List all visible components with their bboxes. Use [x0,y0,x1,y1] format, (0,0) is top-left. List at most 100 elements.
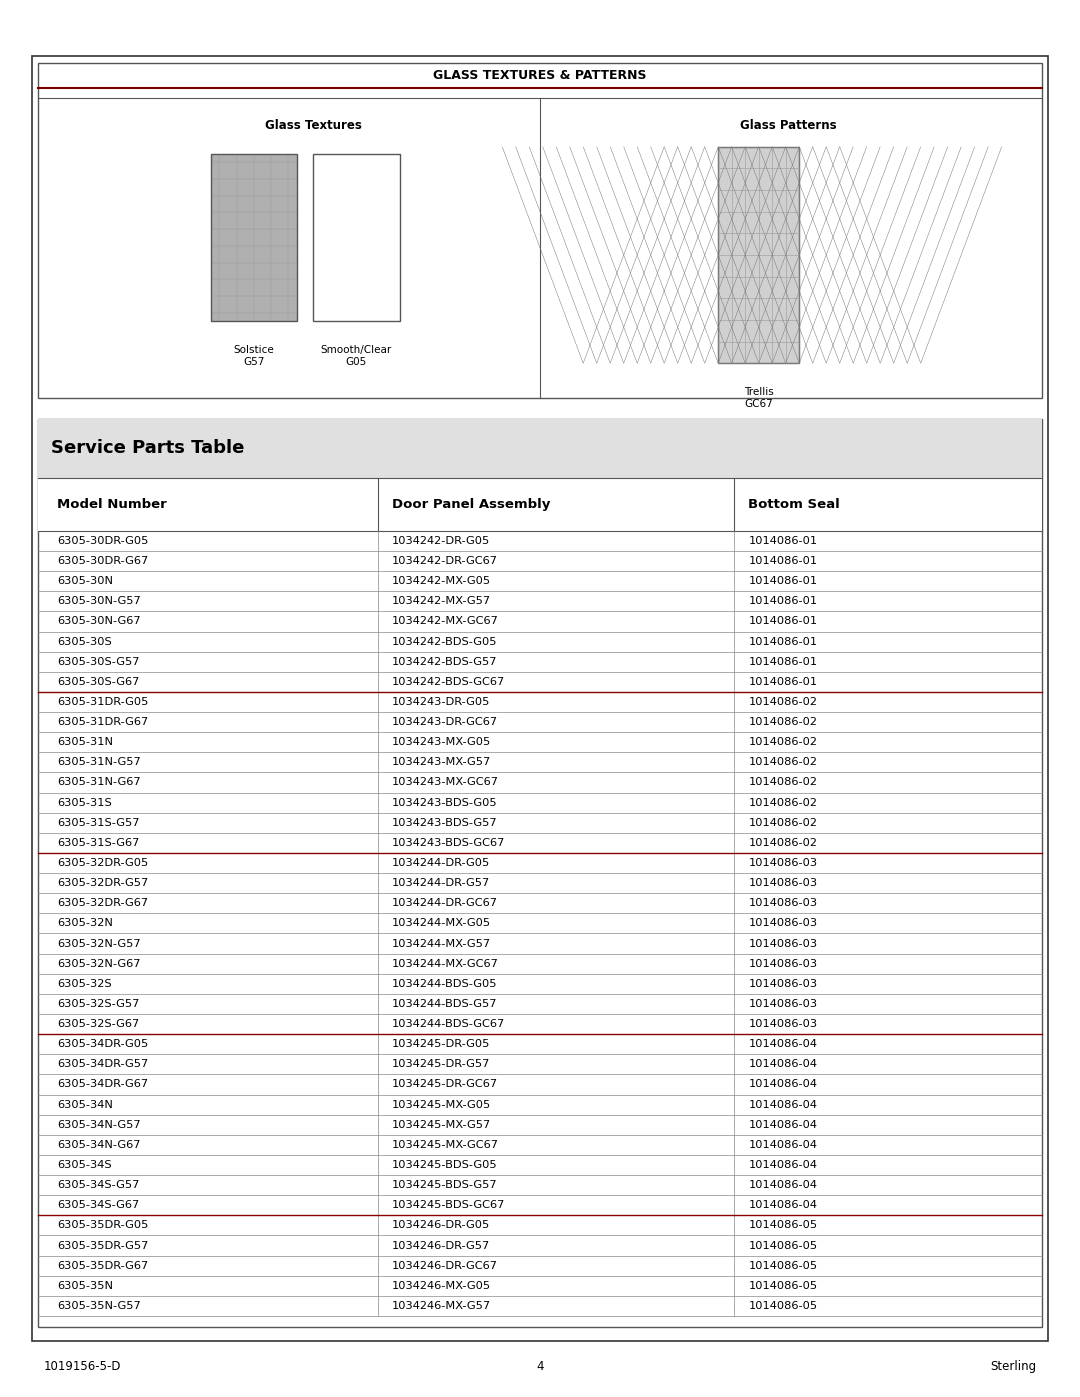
Text: 1014086-04: 1014086-04 [748,1059,818,1069]
Text: 1014086-01: 1014086-01 [748,657,818,666]
Text: 1014086-03: 1014086-03 [748,939,818,949]
Text: 6305-30N-G57: 6305-30N-G57 [57,597,141,606]
Text: 6305-32S: 6305-32S [57,979,112,989]
Text: 1034242-BDS-G05: 1034242-BDS-G05 [392,637,498,647]
Text: 1034246-MX-G05: 1034246-MX-G05 [392,1281,491,1291]
Text: 1014086-03: 1014086-03 [748,879,818,888]
Text: 1014086-03: 1014086-03 [748,1018,818,1030]
Bar [211,154,297,321]
Text: 1034246-DR-G05: 1034246-DR-G05 [392,1221,490,1231]
Text: 1014086-05: 1014086-05 [748,1281,818,1291]
Text: 1014086-01: 1014086-01 [748,576,818,587]
Text: 1034244-BDS-G05: 1034244-BDS-G05 [392,979,498,989]
Text: 1014086-02: 1014086-02 [748,717,818,726]
Text: 1014086-05: 1014086-05 [748,1241,818,1250]
Text: 1034242-MX-G57: 1034242-MX-G57 [392,597,491,606]
Text: Bottom Seal: Bottom Seal [748,497,840,511]
Text: 6305-31DR-G67: 6305-31DR-G67 [57,717,148,726]
Text: 6305-32N-G67: 6305-32N-G67 [57,958,140,968]
Text: 6305-32S-G67: 6305-32S-G67 [57,1018,139,1030]
Text: 1034245-DR-G05: 1034245-DR-G05 [392,1039,490,1049]
Text: 1014086-04: 1014086-04 [748,1200,818,1210]
Text: 6305-34S-G57: 6305-34S-G57 [57,1180,139,1190]
Text: 6305-32N-G57: 6305-32N-G57 [57,939,140,949]
Text: 1014086-04: 1014086-04 [748,1080,818,1090]
Text: 1034245-BDS-G05: 1034245-BDS-G05 [392,1160,498,1171]
Text: 6305-34DR-G67: 6305-34DR-G67 [57,1080,148,1090]
Bar [38,419,1042,478]
Text: 6305-35DR-G05: 6305-35DR-G05 [57,1221,149,1231]
Text: 1019156-5-D: 1019156-5-D [43,1359,121,1373]
Text: 6305-30S: 6305-30S [57,637,112,647]
Text: 1034246-MX-G57: 1034246-MX-G57 [392,1301,491,1310]
Text: 1034243-MX-G57: 1034243-MX-G57 [392,757,491,767]
Text: 1014086-01: 1014086-01 [748,676,818,687]
Text: 1034243-BDS-G05: 1034243-BDS-G05 [392,798,498,807]
Bar [38,419,1042,1327]
Text: GLASS TEXTURES & PATTERNS: GLASS TEXTURES & PATTERNS [433,68,647,82]
Text: 1034245-DR-GC67: 1034245-DR-GC67 [392,1080,498,1090]
Text: 1014086-03: 1014086-03 [748,898,818,908]
Text: 6305-30N: 6305-30N [57,576,113,587]
Text: 1014086-04: 1014086-04 [748,1039,818,1049]
Text: 1014086-05: 1014086-05 [748,1260,818,1271]
Text: 1034245-DR-G57: 1034245-DR-G57 [392,1059,490,1069]
Text: 6305-30DR-G05: 6305-30DR-G05 [57,536,149,546]
Text: 6305-35DR-G57: 6305-35DR-G57 [57,1241,149,1250]
Text: 1034243-MX-GC67: 1034243-MX-GC67 [392,778,499,788]
Text: 6305-31DR-G05: 6305-31DR-G05 [57,697,149,707]
Text: Sterling: Sterling [990,1359,1037,1373]
Text: 6305-35N: 6305-35N [57,1281,113,1291]
Text: 1034244-DR-G05: 1034244-DR-G05 [392,858,490,868]
Text: 1034242-MX-GC67: 1034242-MX-GC67 [392,616,499,626]
Text: 1014086-01: 1014086-01 [748,616,818,626]
Text: 1014086-04: 1014086-04 [748,1160,818,1171]
Text: 1034242-BDS-GC67: 1034242-BDS-GC67 [392,676,505,687]
Text: 1034245-BDS-G57: 1034245-BDS-G57 [392,1180,498,1190]
Text: 1014086-03: 1014086-03 [748,979,818,989]
Text: 1014086-03: 1014086-03 [748,999,818,1009]
Text: 1014086-05: 1014086-05 [748,1221,818,1231]
Text: 6305-34N: 6305-34N [57,1099,113,1109]
Bar [38,478,1042,531]
Text: 6305-31S-G67: 6305-31S-G67 [57,838,139,848]
Text: 6305-31N-G57: 6305-31N-G57 [57,757,141,767]
Text: 6305-30DR-G67: 6305-30DR-G67 [57,556,148,566]
Text: 1034245-MX-G57: 1034245-MX-G57 [392,1120,491,1130]
Text: 6305-30S-G67: 6305-30S-G67 [57,676,139,687]
Text: 1014086-01: 1014086-01 [748,597,818,606]
Text: Glass Patterns: Glass Patterns [740,119,837,133]
Text: 6305-35N-G57: 6305-35N-G57 [57,1301,141,1310]
Text: 6305-34S: 6305-34S [57,1160,112,1171]
Text: 1034244-DR-G57: 1034244-DR-G57 [392,879,490,888]
Text: 6305-31N: 6305-31N [57,738,113,747]
Text: 1014086-02: 1014086-02 [748,778,818,788]
Text: 1014086-02: 1014086-02 [748,738,818,747]
Text: 1034244-MX-GC67: 1034244-MX-GC67 [392,958,499,968]
Text: 6305-32S-G57: 6305-32S-G57 [57,999,139,1009]
Text: 6305-32DR-G67: 6305-32DR-G67 [57,898,148,908]
Text: Solstice
G57: Solstice G57 [233,345,274,366]
Text: 1034243-BDS-GC67: 1034243-BDS-GC67 [392,838,505,848]
Text: 1014086-03: 1014086-03 [748,918,818,929]
Bar [718,147,799,363]
Text: 6305-35DR-G67: 6305-35DR-G67 [57,1260,148,1271]
Text: 1034245-MX-G05: 1034245-MX-G05 [392,1099,491,1109]
Text: 4: 4 [537,1359,543,1373]
Text: 1034242-DR-G05: 1034242-DR-G05 [392,536,490,546]
Text: 1014086-04: 1014086-04 [748,1180,818,1190]
Text: 6305-30S-G57: 6305-30S-G57 [57,657,139,666]
Text: 1034242-BDS-G57: 1034242-BDS-G57 [392,657,498,666]
Text: 1034246-DR-GC67: 1034246-DR-GC67 [392,1260,498,1271]
Text: 1014086-03: 1014086-03 [748,858,818,868]
Text: 6305-34N-G67: 6305-34N-G67 [57,1140,140,1150]
Text: 6305-32N: 6305-32N [57,918,113,929]
Text: 1014086-04: 1014086-04 [748,1099,818,1109]
Text: 1034244-DR-GC67: 1034244-DR-GC67 [392,898,498,908]
Text: 6305-31S: 6305-31S [57,798,112,807]
Text: 1034243-MX-G05: 1034243-MX-G05 [392,738,491,747]
Bar [38,63,1042,398]
Text: Glass Textures: Glass Textures [265,119,362,133]
Text: 1014086-02: 1014086-02 [748,757,818,767]
Text: 1034244-BDS-GC67: 1034244-BDS-GC67 [392,1018,505,1030]
